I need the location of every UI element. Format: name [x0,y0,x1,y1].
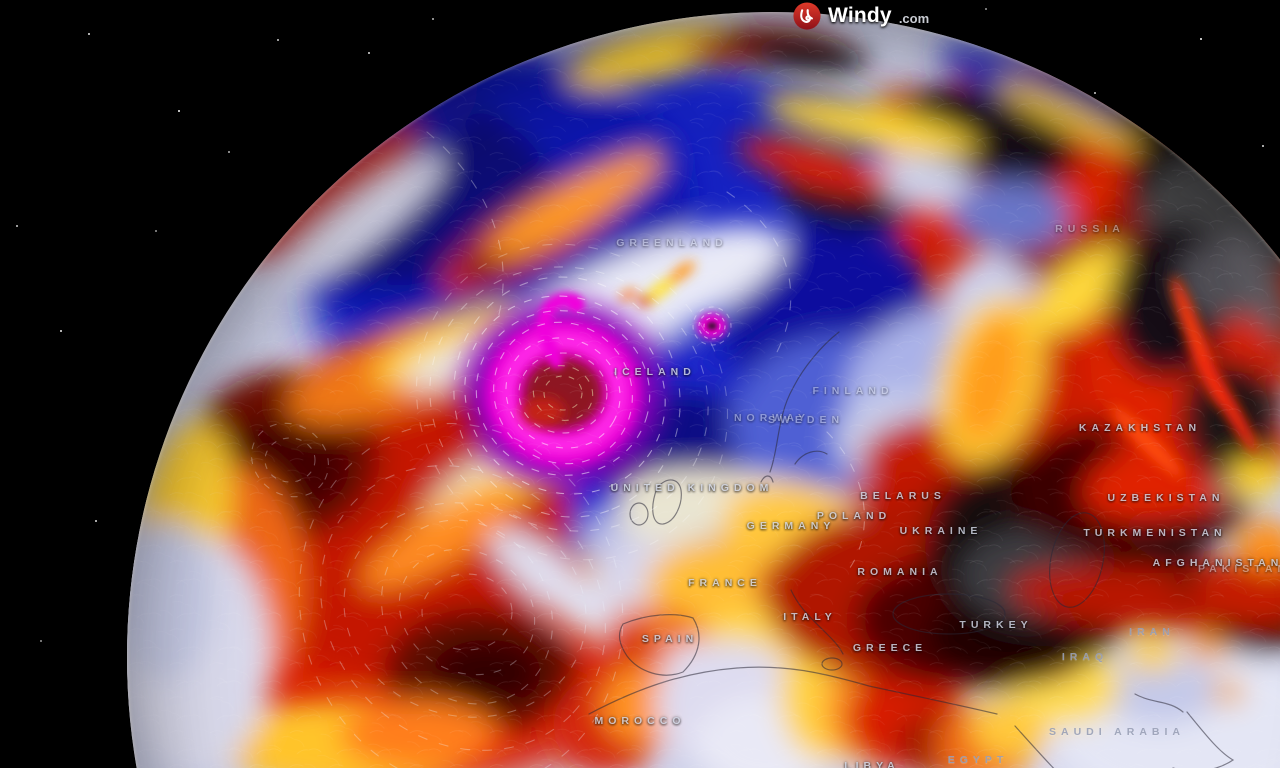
windy-logo-tld: .com [898,11,930,26]
windy-logo-text: Windy [828,4,892,27]
earth-globe[interactable] [127,12,1280,768]
windy-logo[interactable]: Windy .com [793,1,929,31]
starfield [0,0,2,2]
windy-swirl-icon [793,2,821,30]
